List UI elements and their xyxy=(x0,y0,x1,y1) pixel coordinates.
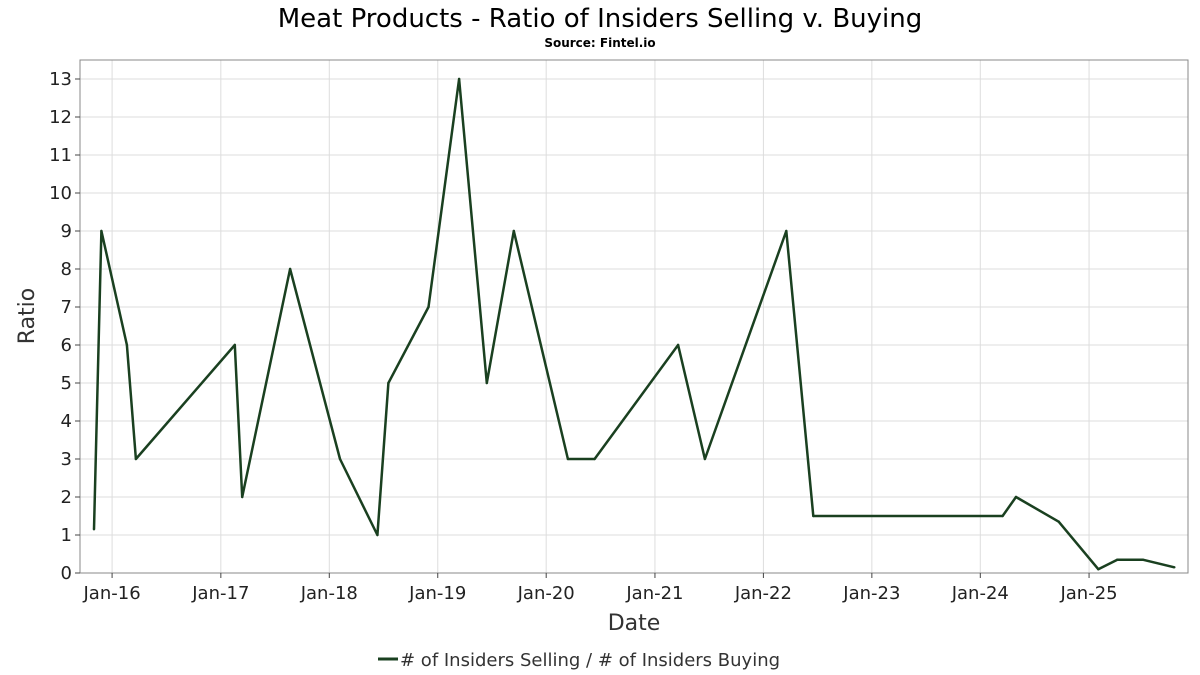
data-point xyxy=(1116,558,1119,561)
y-tick-label: 10 xyxy=(49,183,72,204)
data-point xyxy=(1014,495,1018,499)
y-tick-label: 5 xyxy=(61,373,72,394)
data-point xyxy=(785,229,788,233)
data-point xyxy=(427,305,430,309)
x-tick-label: Jan-21 xyxy=(625,583,683,604)
chart-subtitle: Source: Fintel.io xyxy=(544,36,655,50)
data-point xyxy=(100,229,103,233)
data-point xyxy=(457,77,461,81)
y-tick-label: 6 xyxy=(61,335,72,356)
y-tick-label: 0 xyxy=(61,563,72,584)
y-tick-label: 7 xyxy=(61,297,72,318)
data-point xyxy=(241,495,244,499)
x-tick-label: Jan-25 xyxy=(1059,583,1117,604)
data-point xyxy=(593,457,596,461)
series xyxy=(92,77,1176,571)
data-point xyxy=(387,381,390,385)
x-tick-label: Jan-24 xyxy=(951,583,1009,604)
x-tick-label: Jan-20 xyxy=(517,583,575,604)
data-point xyxy=(92,528,96,531)
data-point xyxy=(703,457,707,461)
data-point xyxy=(376,533,379,537)
data-point xyxy=(1097,568,1100,571)
grid xyxy=(80,60,1188,574)
legend: # of Insiders Selling / # of Insiders Bu… xyxy=(378,650,780,671)
y-tick-label: 2 xyxy=(61,487,72,508)
data-point xyxy=(512,229,516,233)
y-tick-label: 8 xyxy=(61,259,72,280)
x-tick-label: Jan-17 xyxy=(191,583,249,604)
data-point xyxy=(1141,558,1145,561)
data-point xyxy=(125,343,129,347)
x-axis-label: Date xyxy=(608,611,661,636)
x-tick-label: Jan-18 xyxy=(300,583,358,604)
data-point xyxy=(233,343,237,347)
data-point xyxy=(1057,520,1060,523)
data-point xyxy=(338,457,342,461)
x-tick-label: Jan-19 xyxy=(408,583,466,604)
data-point xyxy=(134,457,138,461)
y-tick-label: 11 xyxy=(49,145,72,166)
chart-title: Meat Products - Ratio of Insiders Sellin… xyxy=(278,4,922,34)
data-point xyxy=(1001,514,1004,518)
x-tick-label: Jan-16 xyxy=(83,583,141,604)
y-tick-label: 3 xyxy=(61,449,72,470)
y-tick-label: 1 xyxy=(61,525,72,546)
y-tick-label: 13 xyxy=(49,69,72,90)
y-tick-label: 4 xyxy=(61,411,72,432)
data-point xyxy=(288,267,292,271)
data-point xyxy=(1173,566,1176,569)
x-tick-label: Jan-23 xyxy=(842,583,900,604)
series-line xyxy=(92,77,1175,571)
data-point xyxy=(566,457,570,461)
y-axis-label: Ratio xyxy=(15,288,40,344)
x-axis: Jan-16 Jan-17 Jan-18 Jan-19 Jan-20 Jan-21 Jan-… xyxy=(83,573,1118,604)
legend-label: # of Insiders Selling / # of Insiders Bu… xyxy=(400,650,780,671)
data-point xyxy=(676,343,680,347)
y-tick-label: 9 xyxy=(61,221,72,242)
y-tick-label: 12 xyxy=(49,107,72,128)
data-point xyxy=(812,514,815,518)
plot-frame xyxy=(79,59,1189,574)
x-tick-label: Jan-22 xyxy=(734,583,792,604)
data-point xyxy=(485,381,488,385)
